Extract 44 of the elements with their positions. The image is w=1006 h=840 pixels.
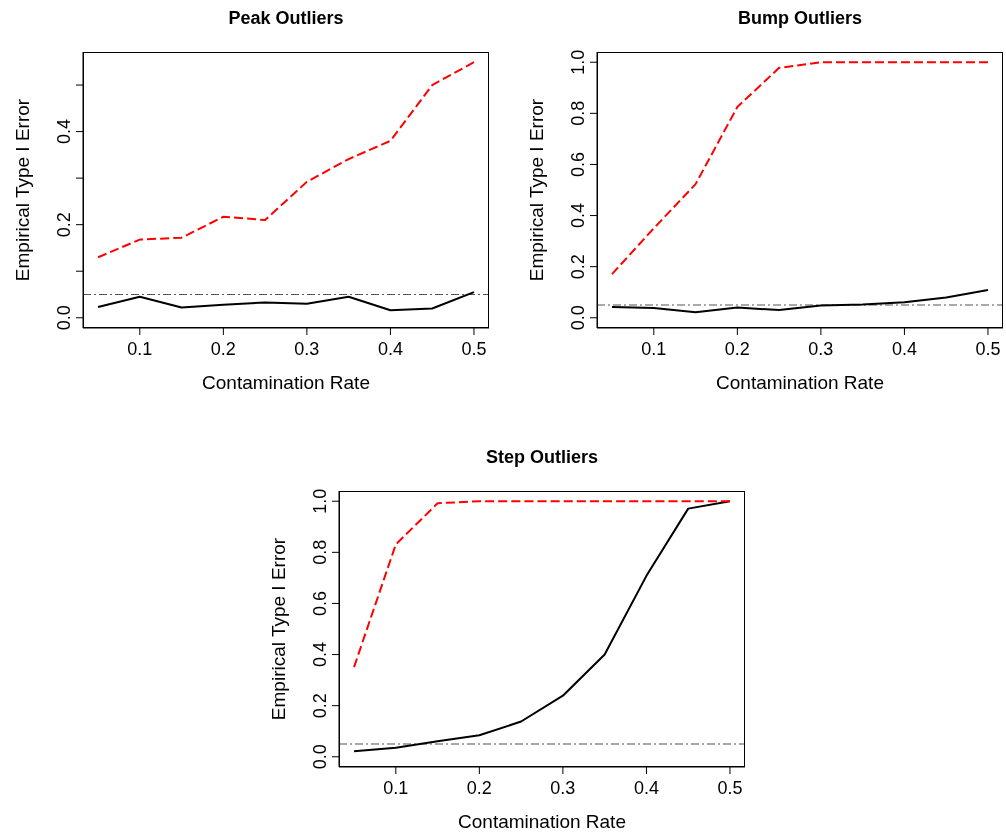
line-series [97, 61, 475, 259]
x-axis-title: Contamination Rate [458, 811, 626, 832]
x-tick-label: 0.2 [724, 339, 750, 359]
line-series [611, 288, 989, 314]
x-tick-label: 0.1 [641, 339, 667, 359]
x-tick-label: 0.4 [633, 778, 659, 798]
y-tick-label: 0.0 [568, 305, 588, 331]
x-tick-label: 0.4 [891, 339, 917, 359]
line-series [353, 500, 731, 669]
y-tick-label: 0.6 [310, 590, 330, 616]
x-tick-label: 0.3 [294, 339, 320, 359]
x-tick-label: 0.3 [550, 778, 576, 798]
line-series [611, 61, 989, 276]
x-axis-title: Contamination Rate [716, 372, 884, 393]
chart-title: Bump Outliers [737, 8, 863, 29]
y-axis-title: Empirical Type I Error [525, 98, 547, 282]
x-tick-label: 0.5 [975, 339, 1001, 359]
line-series [97, 291, 475, 312]
y-tick-label: 0.2 [54, 212, 74, 238]
x-tick-label: 0.3 [808, 339, 834, 359]
y-axis-title: Empirical Type I Error [11, 98, 33, 282]
y-tick-label: 0.6 [568, 151, 588, 177]
x-tick-label: 0.5 [717, 778, 743, 798]
y-tick-label: 0.4 [568, 203, 588, 229]
y-tick-label: 1.0 [310, 488, 330, 514]
y-axis-title: Empirical Type I Error [267, 537, 289, 721]
y-tick-label: 0.8 [568, 100, 588, 126]
x-tick-label: 0.1 [383, 778, 409, 798]
x-axis-title: Contamination Rate [202, 372, 370, 393]
y-tick-label: 0.8 [310, 539, 330, 565]
x-tick-label: 0.5 [461, 339, 487, 359]
y-tick-label: 0.0 [54, 305, 74, 331]
chart-title: Step Outliers [485, 447, 599, 468]
y-tick-label: 0.2 [568, 254, 588, 280]
x-tick-label: 0.2 [210, 339, 236, 359]
chart-title: Peak Outliers [227, 8, 345, 29]
y-tick-label: 0.4 [310, 642, 330, 668]
y-tick-label: 0.0 [310, 744, 330, 770]
y-tick-label: 0.4 [54, 119, 74, 145]
x-tick-label: 0.4 [377, 339, 403, 359]
x-tick-label: 0.2 [466, 778, 492, 798]
y-tick-label: 1.0 [568, 49, 588, 75]
x-tick-label: 0.1 [127, 339, 153, 359]
y-tick-label: 0.2 [310, 693, 330, 719]
